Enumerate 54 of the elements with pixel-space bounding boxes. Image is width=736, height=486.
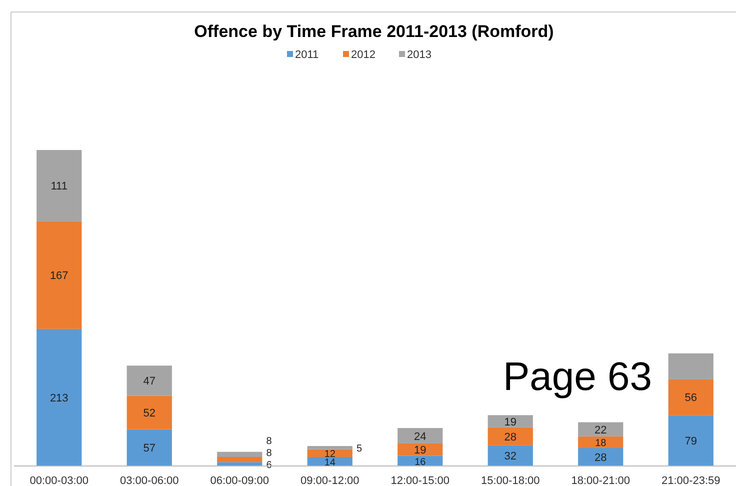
- bar: [578, 448, 624, 466]
- bar: [578, 436, 624, 448]
- bar: [126, 429, 172, 466]
- bar: [488, 427, 533, 446]
- bar: [217, 456, 262, 462]
- data-label: 167: [50, 270, 68, 282]
- data-label: 19: [504, 416, 516, 428]
- data-label: 16: [414, 456, 426, 468]
- legend-label: 2011: [295, 49, 319, 61]
- legend-label: 2012: [351, 49, 376, 61]
- x-tick-label: 18:00-21:00: [571, 475, 630, 486]
- data-label: 32: [504, 450, 516, 463]
- chart-title: Offence by Time Frame 2011-2013 (Romford): [194, 22, 554, 41]
- data-label: 5: [356, 444, 362, 455]
- annotation: Page 63: [502, 355, 652, 399]
- x-tick-label: 03:00-06:00: [120, 475, 179, 486]
- x-tick-label: 09:00-12:00: [300, 475, 360, 486]
- bar: [36, 221, 82, 329]
- bar: [307, 446, 352, 450]
- data-label: 8: [266, 436, 272, 448]
- bar: [668, 353, 714, 380]
- legend-label: 2013: [407, 49, 432, 61]
- data-label: 28: [594, 452, 607, 464]
- data-label: 47: [143, 376, 156, 388]
- bar: [398, 428, 443, 444]
- bar: [217, 452, 262, 457]
- bar: [668, 379, 714, 416]
- bar: [126, 396, 172, 430]
- bar: [126, 366, 172, 396]
- bar: [36, 150, 82, 222]
- data-label: 24: [414, 430, 426, 443]
- bar: [488, 445, 533, 466]
- x-tick-label: 15:00-18:00: [481, 475, 540, 486]
- data-label: 19: [414, 444, 426, 457]
- bar: [36, 328, 82, 466]
- x-tick-label: 06:00-09:00: [210, 475, 269, 486]
- data-label: 14: [324, 457, 336, 468]
- data-label: 56: [684, 392, 697, 404]
- bar: [217, 462, 262, 466]
- data-label: 79: [684, 436, 697, 448]
- data-label: 52: [143, 408, 156, 420]
- data-label: 28: [504, 431, 516, 444]
- data-label: 57: [143, 442, 156, 455]
- data-label: 18: [595, 438, 607, 450]
- bar: [578, 422, 624, 436]
- x-tick-label: 00:00-03:00: [30, 475, 88, 486]
- bar: [668, 415, 714, 466]
- data-label: 213: [50, 392, 68, 404]
- data-label: 8: [266, 448, 272, 460]
- x-tick-label: 12:00-15:00: [390, 475, 450, 486]
- bar: [488, 415, 533, 428]
- data-label: 22: [594, 424, 607, 436]
- x-tick-label: 21:00-23:59: [662, 475, 720, 486]
- data-label: 111: [50, 180, 68, 193]
